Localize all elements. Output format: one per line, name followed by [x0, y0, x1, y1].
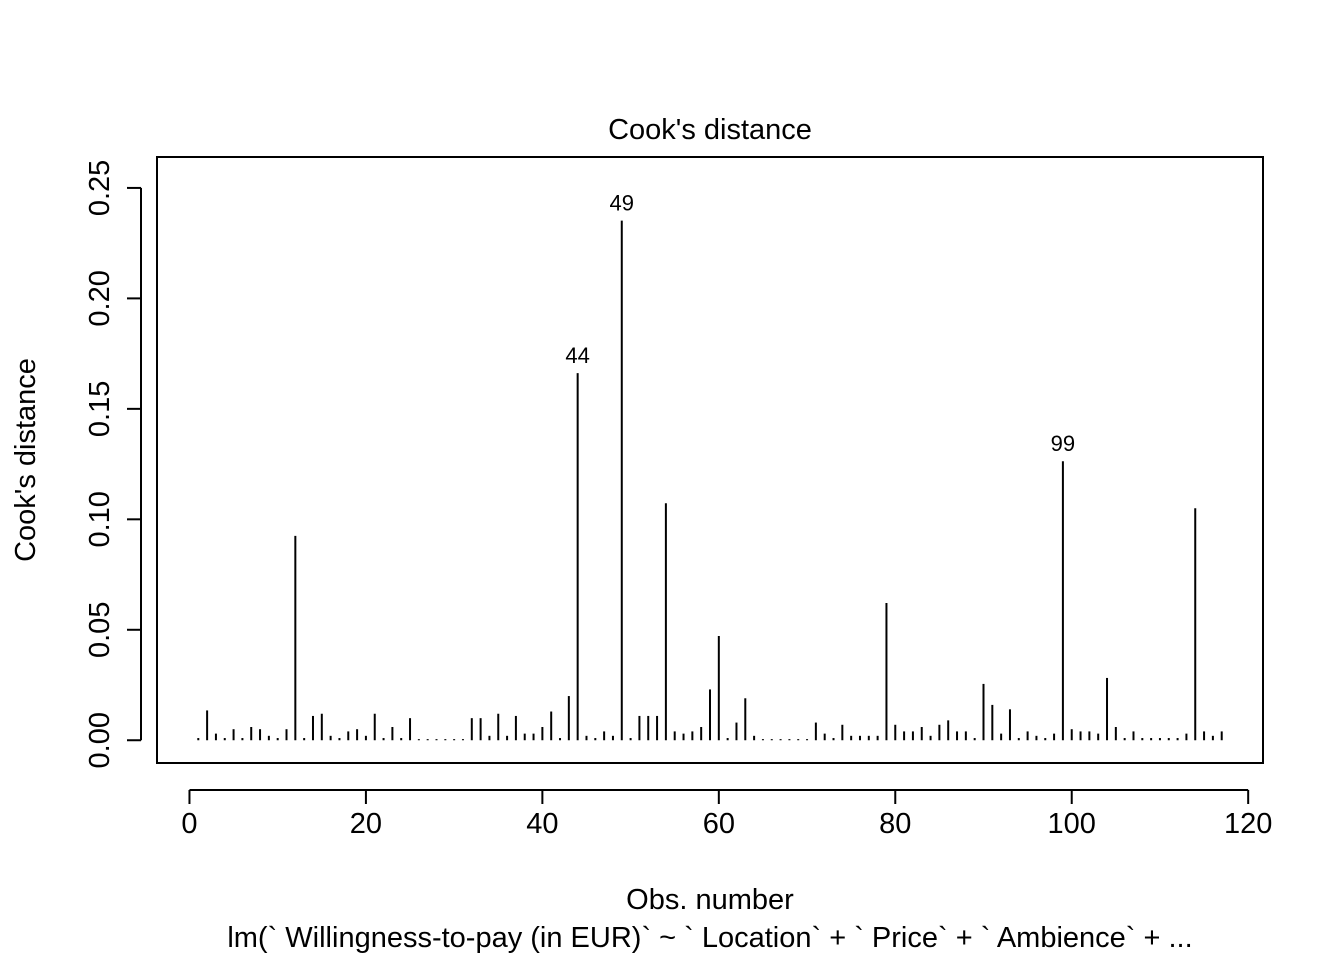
x-axis-label: Obs. number [626, 884, 794, 916]
y-axis: 0.00 0.05 0.10 0.15 0.20 0.25 [84, 160, 142, 768]
x-tick-label: 100 [1048, 808, 1096, 840]
x-tick-label: 20 [350, 808, 382, 840]
outlier-labels: 44 49 99 [565, 191, 1075, 457]
y-tick-label: 0.20 [84, 270, 116, 326]
model-formula-caption: lm(` Willingness-to-pay (in EUR)` ~ ` Lo… [227, 922, 1192, 954]
x-tick-label: 40 [526, 808, 558, 840]
outlier-label: 49 [610, 191, 634, 216]
x-tick-label: 120 [1224, 808, 1272, 840]
cooks-distance-bars [197, 220, 1223, 741]
x-axis: 0 20 40 60 80 100 120 [181, 789, 1272, 840]
outlier-label: 99 [1051, 431, 1075, 456]
y-tick-label: 0.10 [84, 491, 116, 547]
plot-frame [156, 156, 1264, 764]
chart-title: Cook's distance [608, 114, 812, 146]
y-tick-label: 0.25 [84, 160, 116, 216]
y-axis-label: Cook's distance [10, 358, 42, 562]
x-tick-label: 80 [879, 808, 911, 840]
y-tick-label: 0.15 [84, 381, 116, 437]
x-tick-label: 0 [181, 808, 197, 840]
y-tick-label: 0.00 [84, 712, 116, 768]
outlier-label: 44 [565, 343, 589, 368]
y-tick-label: 0.05 [84, 602, 116, 658]
x-tick-label: 60 [703, 808, 735, 840]
